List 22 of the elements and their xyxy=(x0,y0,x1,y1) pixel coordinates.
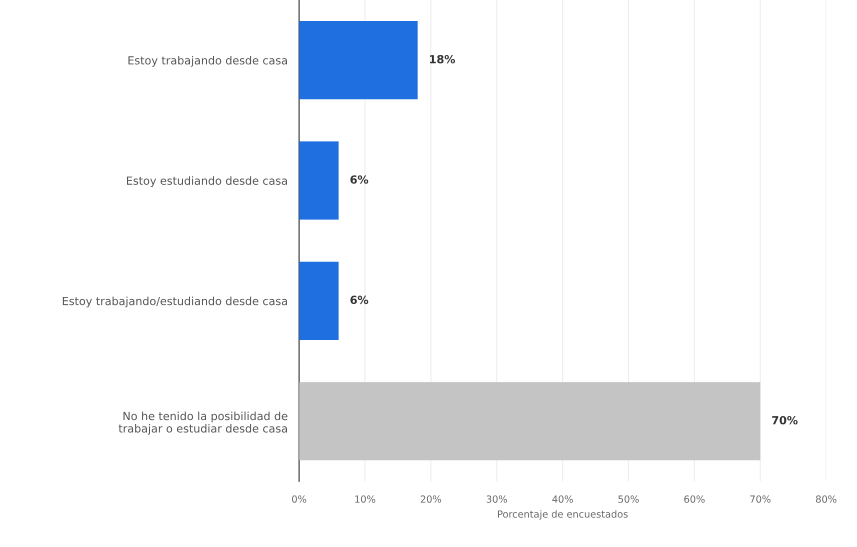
data-label: 6% xyxy=(350,296,368,304)
x-tick-label: 10% xyxy=(355,495,376,503)
bar xyxy=(299,382,760,460)
y-tick-label: No he tenido la posibilidad de trabajar o estudiar desde casa xyxy=(118,412,288,435)
x-tick-label: 0% xyxy=(292,495,306,503)
y-tick-label: Estoy estudiando desde casa xyxy=(126,176,287,188)
bar xyxy=(299,262,339,340)
x-tick-label: 50% xyxy=(618,495,639,503)
bar xyxy=(299,141,339,220)
x-tick-label: 60% xyxy=(684,495,705,503)
x-tick-label: 40% xyxy=(552,495,573,503)
bar xyxy=(299,21,418,100)
x-tick-label: 80% xyxy=(816,495,836,503)
data-label: 18% xyxy=(430,54,456,64)
y-tick-label: Estoy trabajando/estudiando desde casa xyxy=(62,296,287,308)
data-label: 6% xyxy=(350,175,368,184)
data-label: 70% xyxy=(772,416,798,424)
x-axis-title: Porcentaje de encuestados xyxy=(498,510,628,520)
x-tick-label: 70% xyxy=(750,495,771,503)
x-tick-label: 30% xyxy=(486,495,508,503)
x-tick-label: 20% xyxy=(420,495,442,503)
y-tick-label: Estoy trabajando desde casa xyxy=(128,56,287,67)
